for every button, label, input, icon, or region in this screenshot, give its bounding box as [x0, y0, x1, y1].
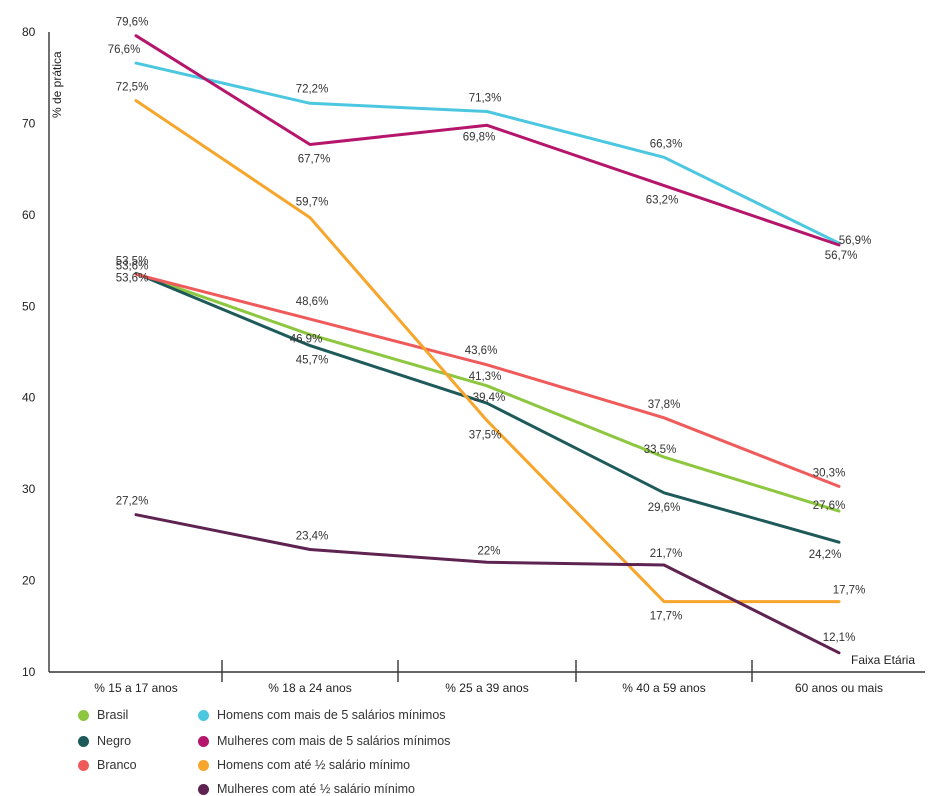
data-label: 17,7% [833, 585, 866, 597]
data-label: 17,7% [650, 611, 683, 623]
data-label: 12,1% [823, 632, 856, 644]
y-tick-label: 70 [22, 116, 36, 130]
legend-label: Brasil [97, 708, 129, 722]
legend-label: Homens com mais de 5 salários mínimos [217, 708, 446, 722]
series-line [134, 272, 841, 488]
y-axis-title: % de prática [50, 51, 64, 118]
x-tick-label: % 15 a 17 anos [94, 681, 177, 695]
data-label: 37,8% [648, 399, 681, 411]
x-tick-label: % 25 a 39 anos [445, 681, 528, 695]
data-label: 46,9% [290, 334, 323, 346]
data-label: 53,6% [116, 272, 149, 284]
legend-item: Homens com até ½ salário mínimo [198, 758, 410, 772]
data-label: 22% [477, 545, 500, 557]
y-tick-label: 20 [22, 574, 36, 588]
series-lines [134, 34, 841, 655]
legend-swatch [78, 759, 89, 771]
data-label: 23,4% [296, 530, 329, 542]
legend-item: Mulheres com mais de 5 salários mínimos [198, 734, 450, 748]
data-label: 33,5% [644, 444, 677, 456]
x-axis-title: Faixa Etária [851, 653, 915, 667]
data-label: 39,4% [473, 392, 506, 404]
series-line [134, 99, 841, 604]
data-label: 72,5% [116, 82, 149, 94]
axes: 80 70 60 50 40 30 20 10 % 15 a 17 anos % 18 a 24 … [22, 25, 925, 695]
data-label: 21,7% [650, 548, 683, 560]
y-tick-label: 50 [22, 299, 36, 313]
legend-swatch [198, 709, 209, 721]
legend-label: Homens com até ½ salário mínimo [217, 758, 411, 772]
y-tick-label: 10 [22, 665, 36, 679]
data-label: 67,7% [298, 153, 331, 165]
data-label: 24,2% [809, 549, 842, 561]
y-tick-label: 30 [22, 482, 36, 496]
data-labels: 53,6% 46,9% 41,3% 33,5% 27,6% 53,6% 45,7% 39,4%… [108, 17, 872, 644]
data-label: 53,5% [116, 255, 149, 267]
data-label: 41,3% [469, 371, 502, 383]
series-line [134, 34, 841, 247]
data-label: 37,5% [469, 430, 502, 442]
legend-swatch [78, 735, 89, 747]
data-label: 72,2% [296, 83, 329, 95]
data-label: 63,2% [646, 195, 679, 207]
legend-swatch [198, 783, 209, 795]
series-line [134, 61, 841, 245]
x-tick-label: 60 anos ou mais [795, 681, 883, 695]
data-label: 56,9% [839, 235, 872, 247]
y-tick-label: 40 [22, 391, 36, 405]
data-label: 71,3% [469, 93, 502, 105]
legend-swatch [78, 709, 89, 721]
legend-label: Mulheres com mais de 5 salários mínimos [217, 734, 451, 748]
y-tick-label: 60 [22, 208, 36, 222]
legend-item: Mulheres com até ½ salário mínimo [198, 782, 415, 796]
legend-item: Homens com mais de 5 salários mínimos [198, 708, 446, 722]
legend-item: Negro [78, 734, 131, 748]
legend-swatch [198, 759, 209, 771]
data-label: 66,3% [650, 138, 683, 150]
x-tick-label: % 40 a 59 anos [622, 681, 705, 695]
data-label: 69,8% [463, 131, 496, 143]
data-label: 79,6% [116, 17, 149, 29]
series-line [134, 271, 841, 513]
legend-item: Branco [78, 758, 137, 772]
data-label: 45,7% [296, 355, 329, 367]
legend-swatch [198, 735, 209, 747]
series-line [134, 271, 841, 544]
legend-label: Branco [97, 758, 137, 772]
series-line [134, 513, 841, 655]
data-label: 56,7% [825, 250, 858, 262]
x-tick-label: % 18 a 24 anos [268, 681, 351, 695]
data-label: 30,3% [813, 467, 846, 479]
data-label: 76,6% [108, 44, 141, 56]
data-label: 59,7% [296, 197, 329, 209]
data-label: 53,6% [116, 260, 149, 272]
data-label: 48,6% [296, 296, 329, 308]
data-label: 29,6% [648, 502, 681, 514]
legend-item: Brasil [78, 708, 128, 722]
legend-label: Mulheres com até ½ salário mínimo [217, 782, 415, 796]
data-label: 27,2% [116, 496, 149, 508]
data-label: 43,6% [465, 345, 498, 357]
y-tick-label: 80 [22, 25, 36, 39]
legend-label: Negro [97, 734, 132, 748]
data-label: 27,6% [813, 500, 846, 512]
legend: Brasil Negro Branco Homens com mais de 5 sa… [78, 708, 638, 796]
